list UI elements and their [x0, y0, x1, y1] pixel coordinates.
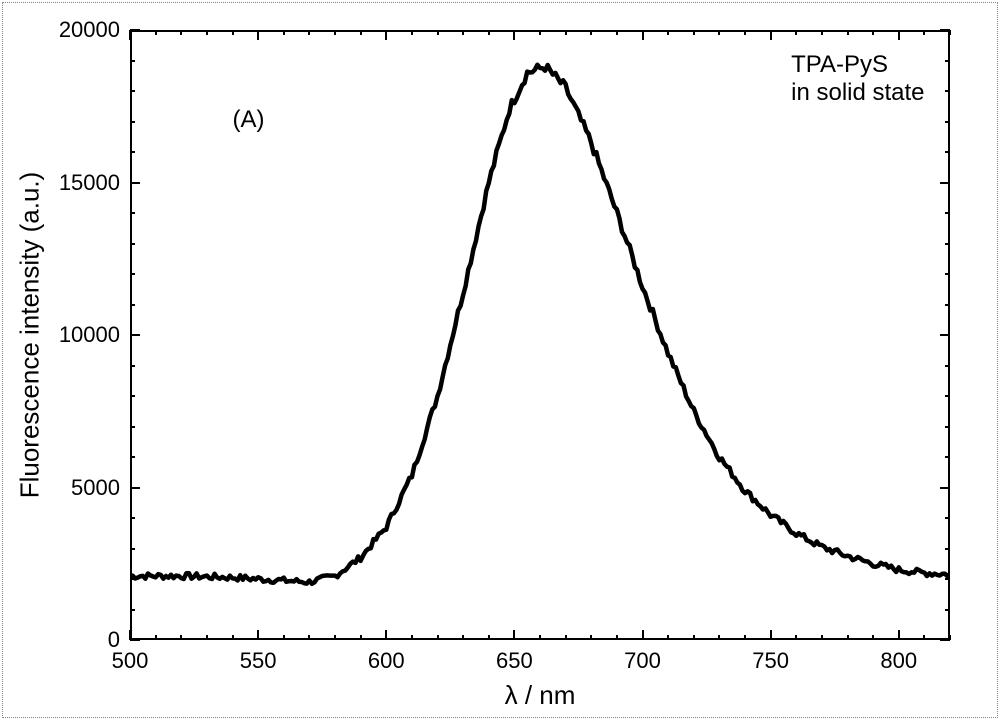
spectrum-curve [0, 0, 1000, 720]
